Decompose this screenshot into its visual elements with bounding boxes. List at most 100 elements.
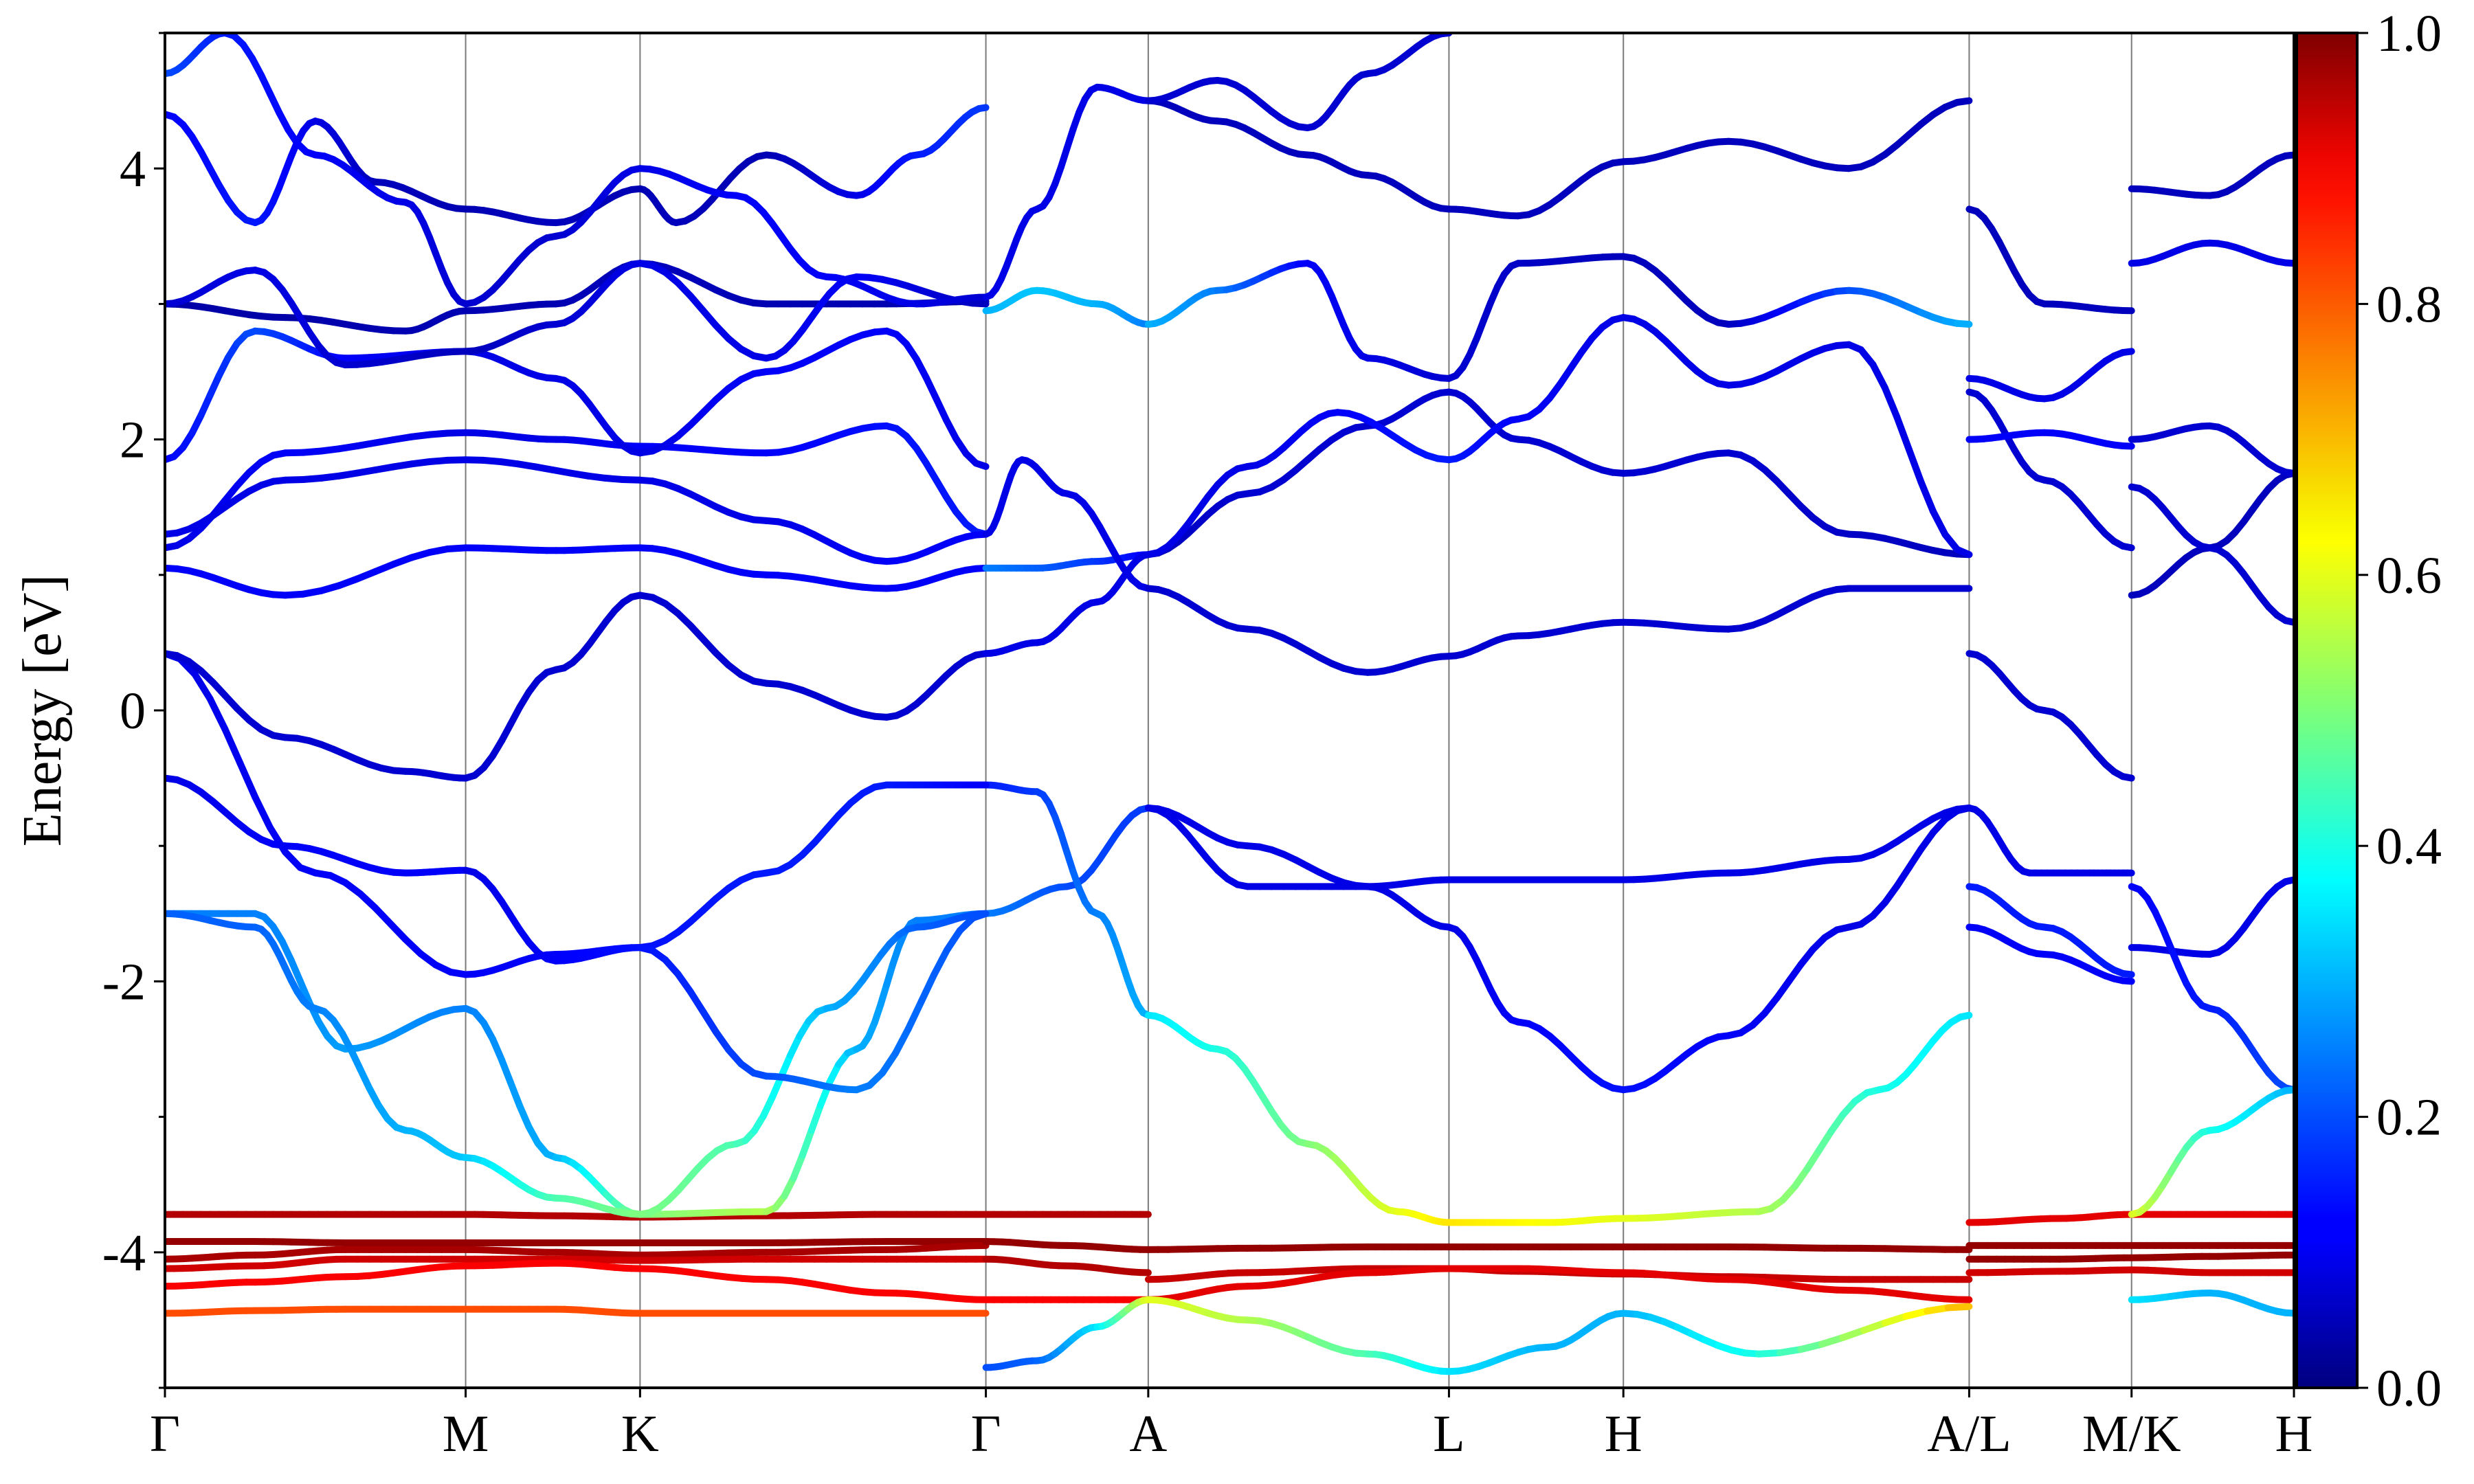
band-segment	[799, 1127, 815, 1159]
x-axis-ticks: Γ M K Γ A L H A/L M/K H	[150, 1388, 2313, 1463]
band-line	[1965, 650, 2135, 782]
x-tick-label: A	[1129, 1405, 1167, 1463]
band-line	[1965, 805, 2135, 877]
band-segment	[879, 1050, 899, 1077]
colorbar-tick-label: 1.0	[2376, 5, 2442, 63]
band-segment	[1905, 446, 1925, 486]
band-segment	[357, 1066, 373, 1092]
band-line	[1965, 388, 2135, 552]
band-segment	[267, 90, 283, 117]
band-segment	[2282, 1309, 2294, 1317]
band-line	[1144, 1243, 1973, 1253]
band-line	[1965, 1251, 2294, 1263]
band-segment	[1953, 97, 1973, 106]
band-line	[2128, 876, 2294, 958]
band-segment	[197, 392, 214, 419]
band-segment	[402, 936, 424, 958]
band-segment	[2282, 151, 2294, 159]
band-segment	[712, 1028, 732, 1053]
band-segment	[282, 848, 304, 871]
band-segment	[2119, 542, 2135, 552]
band-line	[462, 781, 990, 965]
band-segment	[1773, 978, 1792, 1002]
band-segment	[191, 671, 214, 702]
band-segment	[1815, 1128, 1835, 1154]
x-tick-label: M/K	[2082, 1405, 2181, 1463]
band-line	[1144, 1011, 1453, 1226]
colorbar: 0.0 0.2 0.4 0.6 0.8 1.0	[2295, 5, 2442, 1417]
band-line	[982, 1238, 1152, 1253]
y-tick-label: 2	[120, 412, 146, 469]
band-segment	[877, 981, 891, 1009]
band-line	[1965, 205, 2135, 315]
colorbar-tick-label: 0.2	[2376, 1089, 2442, 1147]
band-segment	[2282, 617, 2294, 626]
band-segment	[778, 1052, 794, 1080]
band-line	[1144, 253, 1973, 382]
band-segment	[1944, 1303, 1973, 1312]
x-tick-label: K	[621, 1405, 659, 1463]
band-line	[2128, 239, 2294, 267]
band-line	[1965, 348, 2135, 403]
band-line	[1965, 429, 2135, 450]
band-segment	[357, 890, 379, 912]
x-tick-label: Γ	[971, 1405, 1001, 1463]
band-segment	[372, 904, 394, 928]
x-tick-label: A/L	[1927, 1405, 2011, 1463]
band-segment	[1776, 1346, 1805, 1356]
high-symmetry-lines	[465, 33, 2132, 1388]
band-segment	[1791, 1166, 1811, 1191]
y-tick-label: 4	[120, 140, 146, 198]
band-line	[165, 1259, 990, 1303]
band-line	[165, 774, 469, 877]
band-segment	[2119, 969, 2135, 978]
band-segment	[206, 372, 223, 399]
band-line	[2128, 1290, 2294, 1317]
band-segment	[1893, 864, 1913, 890]
band-line	[165, 1238, 990, 1246]
band-segment	[891, 1025, 912, 1057]
band-line	[2128, 151, 2294, 199]
band-line	[165, 260, 990, 369]
band-segment	[1803, 1147, 1823, 1173]
band-line	[1144, 805, 1973, 890]
band-line	[982, 83, 1152, 301]
band-segment	[674, 970, 694, 996]
band-line	[2128, 483, 2294, 626]
band-segment	[1881, 384, 1901, 421]
band-segment	[236, 759, 259, 801]
band-segment	[258, 71, 274, 98]
band-segment	[1905, 845, 1925, 871]
colorbar-ticks: 0.0 0.2 0.4 0.6 0.8 1.0	[2357, 5, 2442, 1417]
band-segment	[787, 1033, 803, 1059]
band-segment	[913, 355, 930, 381]
y-tick-label: -4	[102, 1224, 146, 1282]
band-line	[165, 544, 990, 599]
colorbar-gradient	[2297, 33, 2357, 1388]
band-segment	[516, 1102, 533, 1131]
band-segment	[2119, 348, 2135, 357]
band-segment	[1818, 1334, 1847, 1348]
band-segment	[922, 374, 940, 403]
band-segment	[287, 956, 304, 985]
band-line	[1144, 1265, 1973, 1303]
band-segment	[700, 1008, 720, 1035]
plot-frame	[164, 32, 2295, 1389]
band-line	[165, 33, 990, 308]
band-segment	[917, 971, 938, 1005]
band-segment	[969, 300, 990, 308]
band-segment	[807, 1101, 824, 1134]
band-line	[165, 592, 990, 782]
x-tick-label: M	[443, 1405, 489, 1463]
band-segment	[278, 938, 295, 964]
band-segment	[972, 460, 990, 470]
colorbar-tick-label: 0.4	[2376, 818, 2442, 875]
y-axis-ticks: -4 -2 0 2 4	[102, 32, 165, 1389]
band-segment	[944, 927, 963, 954]
band-line	[2128, 469, 2294, 599]
band-segment	[759, 1093, 776, 1120]
band-line	[165, 327, 990, 470]
band-segment	[2119, 977, 2135, 985]
band-segment	[507, 1079, 524, 1110]
